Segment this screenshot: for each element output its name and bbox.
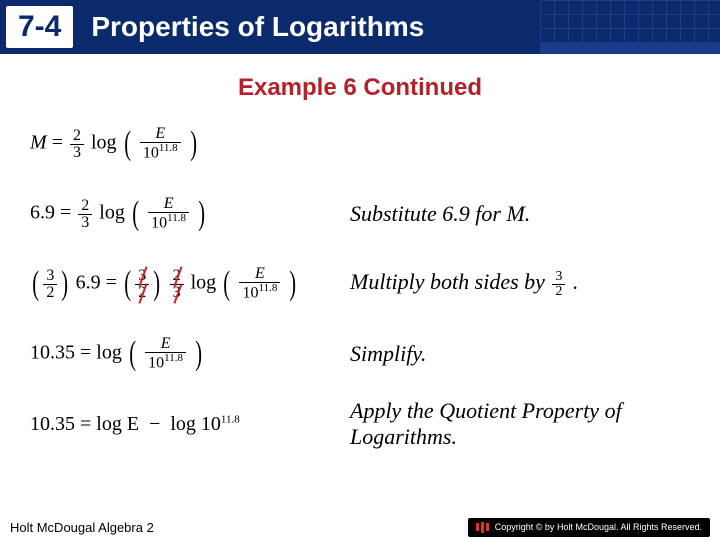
math-expression: M = 23 log ( E1011.8 )	[30, 125, 350, 163]
step-row: (32) 6.9 = (32) 23 log ( E1011.8 ) Multi…	[30, 258, 690, 310]
step-explanation: Multiply both sides by 32 .	[350, 269, 690, 298]
section-number: 7-4	[6, 6, 73, 48]
step-row: 10.35 = log E − log 1011.8 Apply the Quo…	[30, 398, 690, 450]
step-explanation: Apply the Quotient Property of Logarithm…	[350, 398, 690, 450]
header-accent	[540, 42, 720, 54]
step-row: 6.9 = 23 log ( E1011.8 ) Substitute 6.9 …	[30, 188, 690, 240]
step-explanation: Substitute 6.9 for M.	[350, 201, 690, 227]
example-title: Example 6 Continued	[0, 74, 720, 102]
content-area: M = 23 log ( E1011.8 ) 6.9 = 23 log ( E1…	[0, 102, 720, 450]
header-bar: 7-4 Properties of Logarithms	[0, 0, 720, 54]
math-expression: (32) 6.9 = (32) 23 log ( E1011.8 )	[30, 265, 350, 303]
footer-course: Holt McDougal Algebra 2	[10, 520, 154, 535]
math-expression: 10.35 = log E − log 1011.8	[30, 413, 350, 436]
math-expression: 6.9 = 23 log ( E1011.8 )	[30, 195, 350, 233]
step-row: 10.35 = log ( E1011.8 ) Simplify.	[30, 328, 690, 380]
publisher-logo-icon	[476, 522, 489, 533]
footer-copyright: Copyright © by Holt McDougal. All Rights…	[468, 518, 710, 537]
step-explanation: Simplify.	[350, 341, 690, 367]
lesson-title: Properties of Logarithms	[91, 11, 424, 43]
footer: Holt McDougal Algebra 2 Copyright © by H…	[0, 514, 720, 540]
step-row: M = 23 log ( E1011.8 )	[30, 118, 690, 170]
math-expression: 10.35 = log ( E1011.8 )	[30, 335, 350, 373]
